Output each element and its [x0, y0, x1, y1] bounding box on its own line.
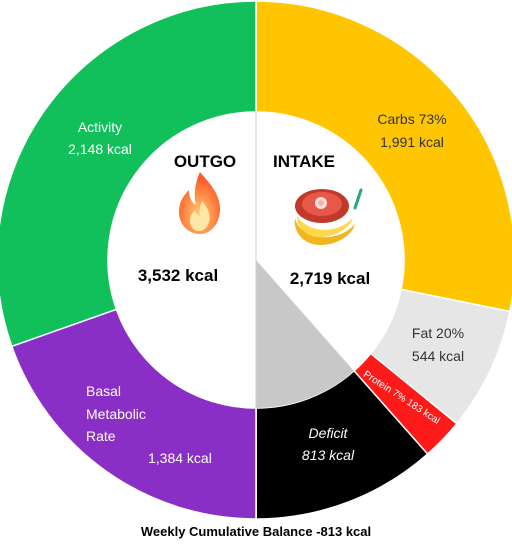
carbs-label: Carbs 73%	[377, 111, 446, 127]
deficit-label: Deficit	[309, 425, 349, 441]
carbs-value: 1,991 kcal	[380, 134, 444, 150]
fat-label: Fat 20%	[412, 325, 464, 341]
bmr-label-line2: Metabolic	[86, 406, 146, 422]
deficit-value: 813 kcal	[302, 447, 355, 463]
chart-caption: Weekly Cumulative Balance -813 kcal	[140, 524, 372, 539]
intake-total: 2,719 kcal	[290, 269, 370, 288]
fire-icon	[179, 172, 221, 234]
bmr-label-line1: Basal	[86, 383, 121, 399]
outgo-header: OUTGO	[174, 152, 236, 171]
intake-header: INTAKE	[273, 152, 335, 171]
outgo-total: 3,532 kcal	[138, 266, 218, 285]
bmr-segment	[10, 308, 257, 520]
deficit-inner-wedge	[256, 260, 354, 408]
food-icon	[294, 188, 363, 246]
bmr-value: 1,384 kcal	[148, 450, 212, 466]
activity-label: Activity	[78, 119, 122, 135]
fat-value: 544 kcal	[412, 348, 464, 364]
bmr-label-line3: Rate	[86, 428, 116, 444]
activity-value: 2,148 kcal	[68, 141, 132, 157]
